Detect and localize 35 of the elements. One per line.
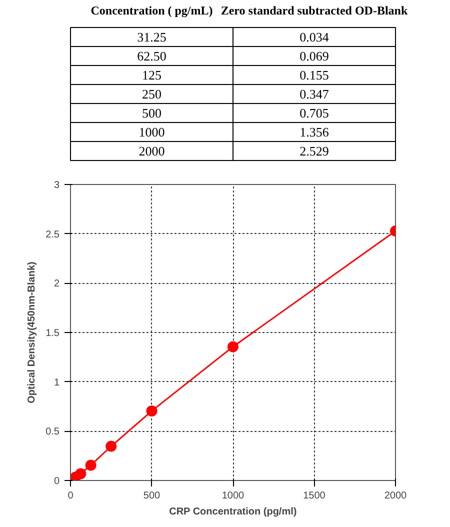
y-tick-label: 0: [54, 476, 60, 487]
x-tick-label: 500: [143, 490, 161, 502]
y-tick-label: 2: [54, 278, 60, 290]
x-tick-label: Zero standard subtracted OD-Blank: [220, 4, 408, 18]
data-label: 1000: [138, 124, 165, 140]
data-label: 1.356: [300, 124, 330, 140]
y-tick-label: 0.5: [46, 426, 60, 438]
point: [146, 405, 158, 416]
data-label: 250: [142, 86, 162, 102]
y-tick-label: 3: [54, 180, 60, 191]
y-tick-label: 2.5: [46, 229, 60, 240]
point: [75, 468, 86, 480]
y-tick-label: 1: [54, 377, 60, 388]
x-tick-label: Concentration ( pg/mL): [90, 4, 213, 18]
point: [85, 460, 96, 471]
x-tick-label: 1000: [222, 490, 245, 502]
data-label: 62.50: [137, 48, 166, 64]
data-label: 500: [142, 106, 162, 120]
data-label: 0.034: [300, 30, 330, 44]
data-label: 31.25: [137, 30, 166, 44]
x-tick-label: 2000: [384, 490, 408, 502]
y-axis-title: Optical Density(450nm-Blank): [26, 262, 38, 404]
data-label: 2.529: [300, 144, 329, 158]
point: [228, 341, 238, 352]
y-tick-label: 1.5: [46, 328, 60, 339]
data-label: 2000: [138, 144, 165, 158]
x-tick-label: 1500: [303, 490, 326, 502]
point: [106, 440, 117, 452]
data-label: 0.347: [300, 86, 330, 102]
data-label: 0.705: [300, 106, 329, 120]
data-label: 125: [142, 68, 162, 82]
x-axis-title: CRP Concentration (pg/ml): [169, 506, 297, 518]
data-label: 0.069: [300, 48, 329, 64]
x-tick-label: 0: [68, 490, 74, 502]
data-label: 0.155: [300, 68, 329, 82]
